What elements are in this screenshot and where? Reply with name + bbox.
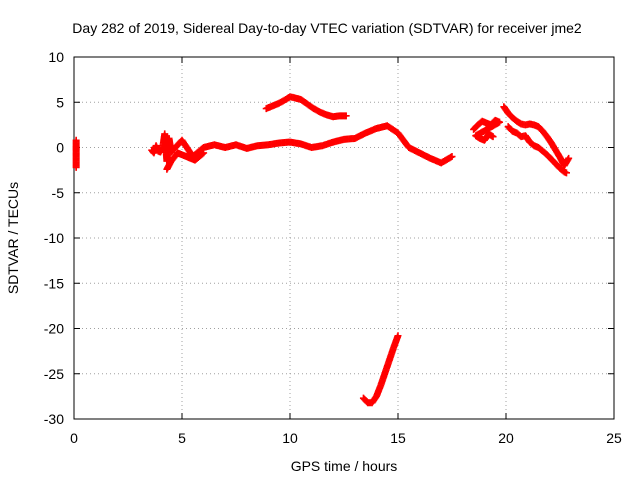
x-tick-label: 5 <box>178 430 186 446</box>
y-tick-label: -15 <box>44 275 64 291</box>
data-point <box>565 154 573 162</box>
y-tick-label: 10 <box>48 49 64 65</box>
x-axis-label: GPS time / hours <box>291 458 398 474</box>
x-tick-label: 15 <box>390 430 406 446</box>
data-points <box>72 93 573 407</box>
chart-title: Day 282 of 2019, Sidereal Day-to-day VTE… <box>72 20 582 36</box>
y-tick-label: -5 <box>52 185 65 201</box>
data-point <box>394 332 402 340</box>
data-point <box>489 133 497 141</box>
data-point <box>199 150 207 158</box>
y-ticks: -30 -25 -20 -15 -10 -5 0 5 10 <box>44 49 614 427</box>
x-tick-label: 20 <box>498 430 514 446</box>
x-ticks: 0 5 10 15 20 25 <box>70 57 622 446</box>
y-tick-label: 0 <box>56 140 64 156</box>
data-point <box>562 169 570 177</box>
y-axis-label: SDTVAR / TECUs <box>5 182 21 294</box>
x-tick-label: 25 <box>606 430 622 446</box>
data-point <box>72 163 80 171</box>
grid <box>74 57 614 419</box>
data-point <box>342 112 350 120</box>
y-tick-label: -25 <box>44 366 64 382</box>
data-point <box>200 149 208 157</box>
y-tick-label: -10 <box>44 230 64 246</box>
y-tick-label: -30 <box>44 411 64 427</box>
x-tick-label: 10 <box>282 430 298 446</box>
data-point <box>448 153 456 161</box>
x-tick-label: 0 <box>70 430 78 446</box>
y-tick-label: 5 <box>56 94 64 110</box>
y-tick-label: -20 <box>44 321 64 337</box>
